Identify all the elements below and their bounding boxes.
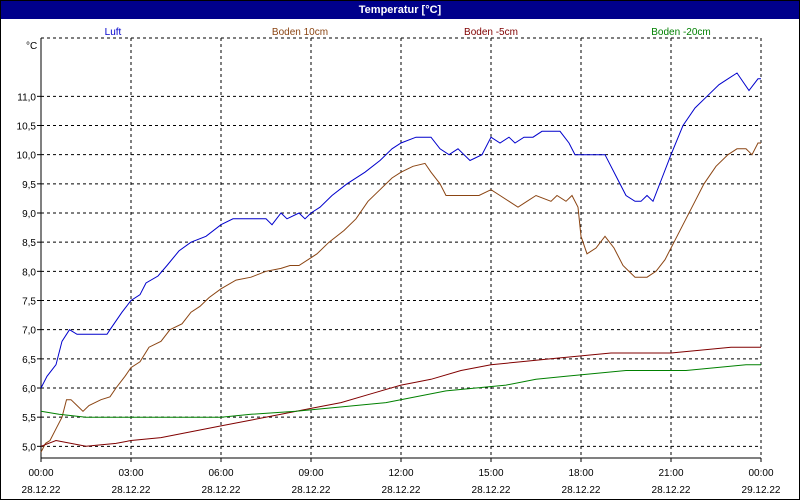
legend-entry: Boden -20cm <box>651 27 710 38</box>
y-tick-label: 11,0 <box>17 92 36 103</box>
y-tick-label: 5,5 <box>22 413 36 424</box>
x-tick-time-label: 00:00 <box>748 468 773 479</box>
x-tick-date-label: 28.12.22 <box>202 485 241 496</box>
x-tick-date-label: 29.12.22 <box>742 485 781 496</box>
x-tick-date-label: 28.12.22 <box>382 485 421 496</box>
y-tick-label: 7,0 <box>22 326 36 337</box>
y-tick-label: 7,5 <box>22 297 36 308</box>
x-tick-date-label: 28.12.22 <box>22 485 61 496</box>
y-tick-label: 9,5 <box>22 180 36 191</box>
legend-entry: Luft <box>105 27 122 38</box>
series-line-boden-10cm <box>40 142 761 453</box>
series-line-boden-5cm <box>40 346 761 447</box>
x-tick-time-label: 15:00 <box>478 468 503 479</box>
x-tick-time-label: 12:00 <box>388 468 413 479</box>
y-tick-label: 8,0 <box>22 267 36 278</box>
y-tick-label: 9,0 <box>22 209 36 220</box>
y-tick-label: 10,5 <box>17 122 37 133</box>
x-tick-date-label: 28.12.22 <box>562 485 601 496</box>
y-tick-label: 8,5 <box>22 238 36 249</box>
series-line-boden-20cm <box>40 364 761 418</box>
legend-entry: Boden -5cm <box>464 27 518 38</box>
x-tick-time-label: 18:00 <box>568 468 593 479</box>
x-tick-time-label: 03:00 <box>118 468 143 479</box>
x-tick-time-label: 21:00 <box>658 468 683 479</box>
x-tick-time-label: 00:00 <box>28 468 53 479</box>
x-tick-time-label: 06:00 <box>208 468 233 479</box>
y-tick-label: 10,0 <box>17 151 37 162</box>
chart-title: Temperatur [°C] <box>1 1 799 19</box>
y-tick-label: 6,5 <box>22 355 36 366</box>
series-line-luft <box>40 72 761 389</box>
legend-entry: Boden 10cm <box>272 27 328 38</box>
y-axis-unit-label: °C <box>26 41 37 52</box>
x-tick-date-label: 28.12.22 <box>472 485 511 496</box>
x-tick-date-label: 28.12.22 <box>292 485 331 496</box>
x-tick-date-label: 28.12.22 <box>652 485 691 496</box>
x-tick-time-label: 09:00 <box>298 468 323 479</box>
y-tick-label: 6,0 <box>22 384 36 395</box>
x-tick-date-label: 28.12.22 <box>112 485 151 496</box>
y-tick-label: 5,0 <box>22 442 36 453</box>
